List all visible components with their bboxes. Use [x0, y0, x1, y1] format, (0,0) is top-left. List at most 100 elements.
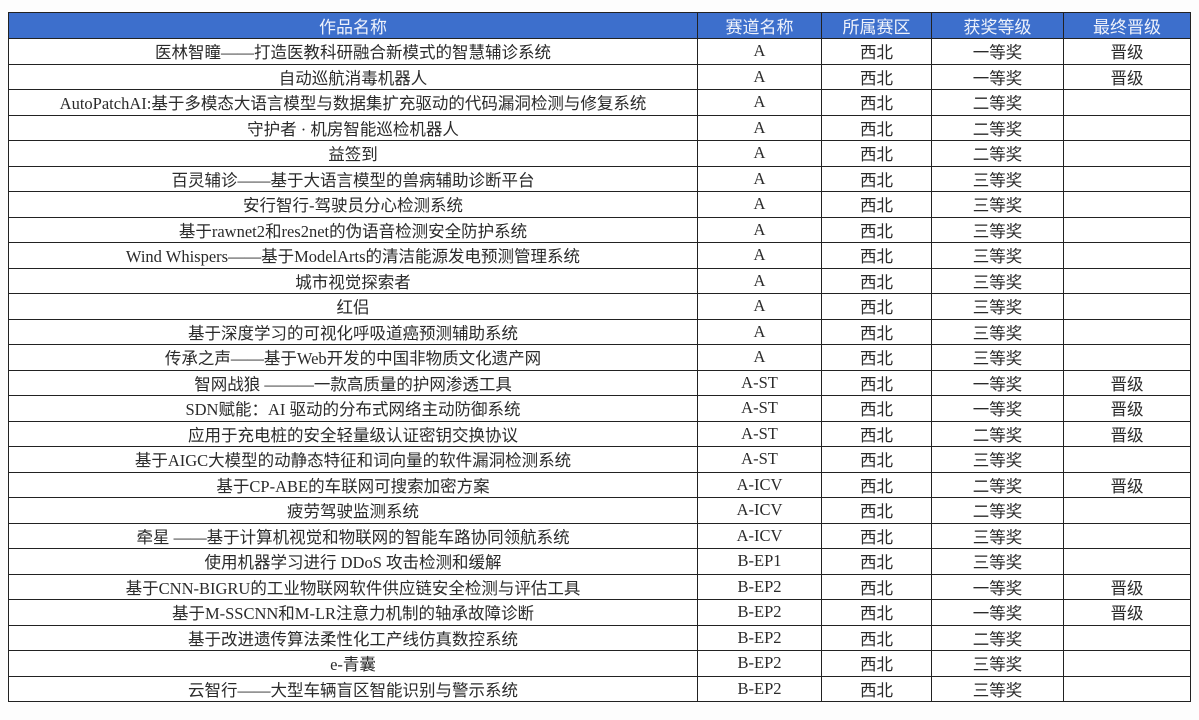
- region-cell: 西北: [821, 395, 932, 422]
- advance-cell: [1063, 675, 1191, 702]
- award-level-cell: 一等奖: [931, 63, 1064, 90]
- header-final-advance: 最终晋级: [1063, 12, 1191, 39]
- project-name-cell: 基于AIGC大模型的动静态特征和词向量的软件漏洞检测系统: [8, 446, 698, 473]
- advance-cell: 晋级: [1063, 369, 1191, 396]
- table-row: 基于AIGC大模型的动静态特征和词向量的软件漏洞检测系统 A-ST 西北 三等奖: [8, 446, 1191, 473]
- table-row: 牵星 ——基于计算机视觉和物联网的智能车路协同领航系统 A-ICV 西北 三等奖: [8, 522, 1191, 549]
- project-name-cell: 牵星 ——基于计算机视觉和物联网的智能车路协同领航系统: [8, 522, 698, 549]
- region-cell: 西北: [821, 624, 932, 651]
- award-level-cell: 三等奖: [931, 191, 1064, 218]
- project-name-cell: AutoPatchAI:基于多模态大语言模型与数据集扩充驱动的代码漏洞检测与修复…: [8, 89, 698, 116]
- region-cell: 西北: [821, 420, 932, 447]
- award-level-cell: 三等奖: [931, 446, 1064, 473]
- advance-cell: 晋级: [1063, 471, 1191, 498]
- project-name-cell: 基于改进遗传算法柔性化工产线仿真数控系统: [8, 624, 698, 651]
- track-cell: A: [697, 318, 822, 345]
- track-cell: A: [697, 191, 822, 218]
- table-row: 守护者 · 机房智能巡检机器人 A 西北 二等奖: [8, 114, 1191, 141]
- table-row: 基于改进遗传算法柔性化工产线仿真数控系统 B-EP2 西北 二等奖: [8, 624, 1191, 651]
- table-row: 安行智行-驾驶员分心检测系统 A 西北 三等奖: [8, 191, 1191, 218]
- award-level-cell: 三等奖: [931, 165, 1064, 192]
- advance-cell: [1063, 497, 1191, 524]
- table-row: 云智行——大型车辆盲区智能识别与警示系统 B-EP2 西北 三等奖: [8, 675, 1191, 702]
- track-cell: A: [697, 165, 822, 192]
- region-cell: 西北: [821, 89, 932, 116]
- advance-cell: [1063, 165, 1191, 192]
- advance-cell: [1063, 446, 1191, 473]
- advance-cell: [1063, 89, 1191, 116]
- region-cell: 西北: [821, 522, 932, 549]
- region-cell: 西北: [821, 471, 932, 498]
- track-cell: A: [697, 63, 822, 90]
- advance-cell: [1063, 293, 1191, 320]
- region-cell: 西北: [821, 140, 932, 167]
- region-cell: 西北: [821, 293, 932, 320]
- advance-cell: 晋级: [1063, 63, 1191, 90]
- region-cell: 西北: [821, 650, 932, 677]
- award-level-cell: 一等奖: [931, 369, 1064, 396]
- track-cell: A: [697, 344, 822, 371]
- table-row: e-青囊 B-EP2 西北 三等奖: [8, 650, 1191, 677]
- track-cell: A-ST: [697, 395, 822, 422]
- region-cell: 西北: [821, 675, 932, 702]
- table-row: 基于rawnet2和res2net的伪语音检测安全防护系统 A 西北 三等奖: [8, 216, 1191, 243]
- region-cell: 西北: [821, 318, 932, 345]
- advance-cell: 晋级: [1063, 573, 1191, 600]
- advance-cell: [1063, 114, 1191, 141]
- award-level-cell: 三等奖: [931, 548, 1064, 575]
- project-name-cell: 基于CNN-BIGRU的工业物联网软件供应链安全检测与评估工具: [8, 573, 698, 600]
- table-row: AutoPatchAI:基于多模态大语言模型与数据集扩充驱动的代码漏洞检测与修复…: [8, 89, 1191, 116]
- table-row: 城市视觉探索者 A 西北 三等奖: [8, 267, 1191, 294]
- track-cell: A: [697, 114, 822, 141]
- track-cell: A-ST: [697, 420, 822, 447]
- project-name-cell: 红侣: [8, 293, 698, 320]
- table-row: 医林智瞳——打造医教科研融合新模式的智慧辅诊系统 A 西北 一等奖 晋级: [8, 38, 1191, 65]
- track-cell: A: [697, 140, 822, 167]
- advance-cell: 晋级: [1063, 395, 1191, 422]
- region-cell: 西北: [821, 599, 932, 626]
- region-cell: 西北: [821, 165, 932, 192]
- track-cell: A-ICV: [697, 471, 822, 498]
- region-cell: 西北: [821, 369, 932, 396]
- award-level-cell: 三等奖: [931, 522, 1064, 549]
- region-cell: 西北: [821, 344, 932, 371]
- project-name-cell: 应用于充电桩的安全轻量级认证密钥交换协议: [8, 420, 698, 447]
- award-level-cell: 三等奖: [931, 216, 1064, 243]
- region-cell: 西北: [821, 38, 932, 65]
- region-cell: 西北: [821, 191, 932, 218]
- award-level-cell: 一等奖: [931, 599, 1064, 626]
- project-name-cell: e-青囊: [8, 650, 698, 677]
- award-level-cell: 一等奖: [931, 395, 1064, 422]
- region-cell: 西北: [821, 267, 932, 294]
- table-row: 应用于充电桩的安全轻量级认证密钥交换协议 A-ST 西北 二等奖 晋级: [8, 420, 1191, 447]
- project-name-cell: 云智行——大型车辆盲区智能识别与警示系统: [8, 675, 698, 702]
- table-row: SDN赋能：AI 驱动的分布式网络主动防御系统 A-ST 西北 一等奖 晋级: [8, 395, 1191, 422]
- project-name-cell: 安行智行-驾驶员分心检测系统: [8, 191, 698, 218]
- track-cell: B-EP2: [697, 573, 822, 600]
- project-name-cell: 百灵辅诊——基于大语言模型的兽病辅助诊断平台: [8, 165, 698, 192]
- advance-cell: [1063, 267, 1191, 294]
- track-cell: A: [697, 293, 822, 320]
- project-name-cell: 守护者 · 机房智能巡检机器人: [8, 114, 698, 141]
- award-level-cell: 二等奖: [931, 114, 1064, 141]
- region-cell: 西北: [821, 446, 932, 473]
- advance-cell: 晋级: [1063, 420, 1191, 447]
- advance-cell: [1063, 624, 1191, 651]
- table-row: 益签到 A 西北 二等奖: [8, 140, 1191, 167]
- region-cell: 西北: [821, 63, 932, 90]
- award-level-cell: 二等奖: [931, 89, 1064, 116]
- header-award-level: 获奖等级: [931, 12, 1064, 39]
- award-level-cell: 一等奖: [931, 38, 1064, 65]
- award-level-cell: 二等奖: [931, 140, 1064, 167]
- track-cell: A-ICV: [697, 522, 822, 549]
- advance-cell: [1063, 344, 1191, 371]
- region-cell: 西北: [821, 573, 932, 600]
- advance-cell: [1063, 650, 1191, 677]
- project-name-cell: 疲劳驾驶监测系统: [8, 497, 698, 524]
- header-region: 所属赛区: [821, 12, 932, 39]
- project-name-cell: 使用机器学习进行 DDoS 攻击检测和缓解: [8, 548, 698, 575]
- award-level-cell: 三等奖: [931, 344, 1064, 371]
- table-row: 基于深度学习的可视化呼吸道癌预测辅助系统 A 西北 三等奖: [8, 318, 1191, 345]
- award-level-cell: 一等奖: [931, 573, 1064, 600]
- track-cell: A-ST: [697, 369, 822, 396]
